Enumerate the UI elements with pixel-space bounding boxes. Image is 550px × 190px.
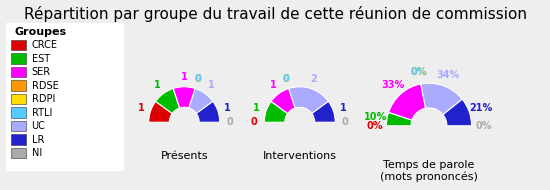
Text: 0: 0 bbox=[195, 74, 202, 84]
FancyBboxPatch shape bbox=[2, 18, 127, 175]
Text: 0: 0 bbox=[282, 74, 289, 84]
Wedge shape bbox=[443, 99, 471, 126]
Text: 33%: 33% bbox=[381, 80, 405, 90]
Text: Interventions: Interventions bbox=[263, 151, 337, 161]
Text: 10%: 10% bbox=[364, 112, 387, 122]
Wedge shape bbox=[271, 89, 295, 113]
Text: 1: 1 bbox=[154, 81, 161, 90]
Text: 0%: 0% bbox=[366, 121, 383, 131]
Text: 0: 0 bbox=[342, 117, 349, 127]
Text: 0: 0 bbox=[226, 117, 233, 127]
Bar bbox=[12, 67, 26, 77]
Wedge shape bbox=[312, 101, 336, 122]
Text: 0: 0 bbox=[195, 74, 202, 84]
Wedge shape bbox=[173, 87, 195, 108]
Text: 0%: 0% bbox=[410, 67, 427, 77]
Wedge shape bbox=[289, 87, 328, 113]
Text: RDSE: RDSE bbox=[31, 81, 58, 91]
Text: Présents: Présents bbox=[161, 151, 208, 161]
Wedge shape bbox=[421, 83, 463, 115]
Bar bbox=[12, 107, 26, 118]
Text: 1: 1 bbox=[253, 103, 260, 113]
Text: 0: 0 bbox=[195, 74, 202, 84]
Text: Temps de parole
(mots prononcés): Temps de parole (mots prononcés) bbox=[380, 160, 478, 182]
Wedge shape bbox=[148, 101, 172, 122]
Bar bbox=[12, 148, 26, 158]
Text: 1: 1 bbox=[339, 103, 347, 113]
Text: 0: 0 bbox=[282, 74, 289, 84]
Text: 34%: 34% bbox=[436, 70, 459, 80]
Text: 0%: 0% bbox=[475, 121, 492, 131]
Bar bbox=[12, 121, 26, 131]
Text: 1: 1 bbox=[181, 72, 188, 82]
Bar bbox=[12, 94, 26, 104]
Bar bbox=[12, 134, 26, 145]
Text: UC: UC bbox=[31, 121, 46, 131]
Wedge shape bbox=[264, 101, 288, 122]
Wedge shape bbox=[196, 101, 220, 122]
Bar bbox=[12, 80, 26, 91]
Text: NI: NI bbox=[31, 148, 42, 158]
Text: 1: 1 bbox=[270, 81, 277, 90]
Text: SER: SER bbox=[31, 67, 51, 77]
Text: Répartition par groupe du travail de cette réunion de commission: Répartition par groupe du travail de cet… bbox=[24, 6, 526, 22]
Text: 2: 2 bbox=[310, 74, 317, 84]
Text: 0%: 0% bbox=[410, 67, 427, 77]
Text: 0: 0 bbox=[282, 74, 289, 84]
Text: 1: 1 bbox=[224, 103, 231, 113]
Text: 0: 0 bbox=[251, 117, 258, 127]
Wedge shape bbox=[387, 112, 412, 126]
Wedge shape bbox=[156, 89, 180, 113]
Wedge shape bbox=[389, 84, 426, 120]
Text: EST: EST bbox=[31, 54, 50, 63]
Text: Groupes: Groupes bbox=[15, 27, 67, 37]
Text: 0%: 0% bbox=[410, 67, 427, 77]
Text: 21%: 21% bbox=[469, 103, 492, 113]
Bar bbox=[12, 40, 26, 50]
Text: 1: 1 bbox=[138, 103, 145, 113]
Bar bbox=[12, 53, 26, 64]
Text: 1: 1 bbox=[207, 81, 214, 90]
Text: RDPI: RDPI bbox=[31, 94, 55, 104]
Text: RTLI: RTLI bbox=[31, 108, 52, 118]
Text: LR: LR bbox=[31, 135, 44, 145]
Text: CRCE: CRCE bbox=[31, 40, 58, 50]
Wedge shape bbox=[189, 89, 213, 113]
